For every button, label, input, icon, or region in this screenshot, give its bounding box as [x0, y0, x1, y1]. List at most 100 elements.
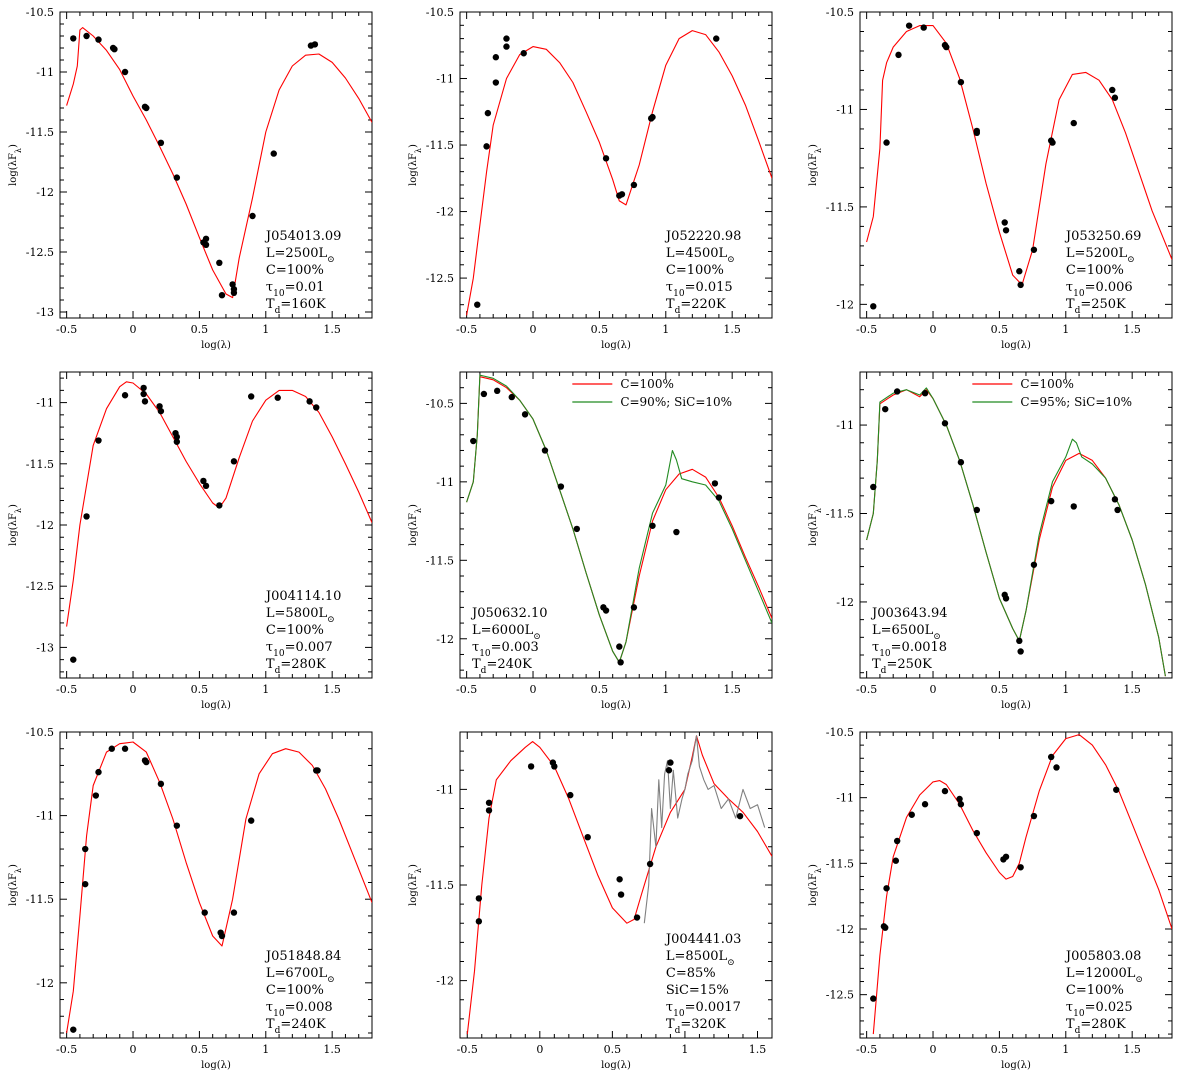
photometry-point — [202, 482, 210, 490]
photometry-point — [1002, 595, 1010, 602]
photometry-point — [201, 909, 208, 916]
photometry-point — [617, 659, 624, 666]
photometry-point — [646, 860, 654, 868]
legend: C=100% C=95%; SiC=10% — [972, 377, 1132, 409]
photometry-point — [95, 36, 102, 43]
photometry-point — [1002, 227, 1010, 234]
x-tick-label: -0.5 — [56, 683, 77, 696]
photometry-point — [492, 79, 500, 86]
plot-area — [466, 30, 772, 316]
model-parameter: L=12000L⊙ — [1066, 966, 1143, 985]
model-parameter: τ10=0.006 — [1066, 280, 1133, 299]
x-axis-label: log(λ) — [1001, 700, 1031, 711]
x-tick-label: 0.5 — [191, 323, 209, 336]
y-axis-label: log(λFλ) — [408, 144, 423, 186]
photometry-point — [870, 483, 877, 491]
x-tick-label: 0.5 — [591, 683, 609, 696]
x-tick-label: 0.5 — [191, 1043, 209, 1056]
x-axis-label: log(λ) — [1001, 1060, 1031, 1071]
x-tick-label: -0.5 — [56, 1043, 77, 1056]
sed-panel-6: -0.5 0 0.5 1 1.5 -12 -11.5 -11 log(λ) log(λFλ) C=1… — [808, 371, 1173, 711]
photometry-point — [230, 289, 238, 296]
model-parameter: Td=250K — [1066, 297, 1126, 316]
y-tick-label: -11.5 — [426, 139, 454, 152]
x-axis-label: log(λ) — [601, 340, 631, 351]
x-tick-label: 1.5 — [323, 1043, 341, 1056]
x-tick-label: 1 — [662, 683, 669, 696]
x-axis-label: log(λ) — [1001, 340, 1031, 351]
plot-frame — [859, 731, 1173, 1039]
y-tick-label: -13 — [36, 641, 54, 654]
photometry-point — [893, 388, 901, 395]
photometry-point — [1070, 503, 1077, 510]
photometry-point — [736, 812, 744, 820]
sed-panel-3: -0.5 0 0.5 1 1.5 -12 -11.5 -11 -10.5 log(λ) log(λF… — [808, 6, 1173, 351]
photometry-point — [618, 191, 626, 198]
legend-label: C=100% — [620, 377, 674, 391]
photometry-point — [584, 833, 591, 841]
source-id: J050632.10 — [470, 606, 548, 621]
photometry-point — [157, 407, 165, 415]
photometry-point — [715, 494, 723, 501]
y-tick-label: -10.5 — [826, 726, 854, 739]
model-sed-line — [66, 27, 372, 299]
y-tick-label: -13 — [36, 306, 54, 319]
plot-frame — [59, 11, 373, 319]
y-tick-label: -11 — [836, 792, 854, 805]
model-parameter: C=100% — [266, 623, 324, 638]
photometry-point — [1030, 561, 1038, 568]
plot-area — [870, 734, 1172, 1035]
photometry-point — [711, 480, 719, 487]
photometry-point — [1047, 497, 1055, 505]
photometry-point — [95, 437, 102, 444]
photometry-point — [249, 212, 256, 220]
photometry-point — [602, 607, 610, 614]
y-tick-label: -11 — [436, 476, 454, 489]
photometry-point — [157, 139, 165, 146]
x-tick-label: 0 — [930, 683, 937, 696]
x-tick-label: -0.5 — [456, 323, 477, 336]
y-tick-label: -10.5 — [426, 397, 454, 410]
x-tick-label: 0.5 — [191, 683, 209, 696]
model-parameter: τ10=0.01 — [266, 280, 325, 299]
photometry-point — [551, 763, 558, 770]
x-tick-label: 1.5 — [1123, 683, 1141, 696]
photometry-point — [921, 801, 929, 808]
source-id: J054013.09 — [264, 229, 342, 244]
model-sed-line — [866, 387, 1166, 677]
sed-panel-2: -0.5 0 0.5 1 1.5 -12.5 -12 -11.5 -11 -10.5 log(λ) l… — [408, 6, 773, 351]
photometry-point — [649, 522, 656, 529]
model-parameter: τ10=0.025 — [1066, 1000, 1133, 1019]
plot-frame — [59, 371, 373, 679]
photometry-point — [70, 656, 77, 663]
sed-panel-1: -0.5 0 0.5 1 1.5 -13 -12.5 -12 -11.5 -11 -10.5 log(… — [8, 6, 373, 351]
photometry-point — [882, 405, 889, 413]
photometry-point — [1113, 786, 1120, 793]
y-axis-label: log(λFλ) — [8, 144, 23, 186]
source-id: J004114.10 — [264, 589, 342, 604]
model-parameter: C=100% — [666, 263, 724, 278]
photometry-point — [270, 150, 277, 157]
photometry-point — [908, 811, 915, 818]
sed-panel-9: -0.5 0 0.5 1 1.5 -12.5 -12 -11.5 -11 -10.5 log(λ) l… — [808, 726, 1173, 1071]
y-tick-label: -12.5 — [426, 272, 454, 285]
x-tick-label: 1.5 — [723, 683, 741, 696]
model-parameter: L=5800L⊙ — [266, 606, 335, 625]
photometry-point — [475, 895, 483, 902]
model-sed-line — [466, 30, 772, 316]
y-tick-label: -11 — [436, 783, 454, 796]
y-tick-label: -11.5 — [826, 201, 854, 214]
y-tick-label: -11.5 — [26, 458, 54, 471]
model-sed-line — [643, 735, 766, 924]
plot-area — [66, 381, 372, 663]
model-parameter: τ10=0.007 — [266, 640, 333, 659]
model-sed-line — [872, 734, 1172, 1035]
y-tick-label: -11.5 — [26, 126, 54, 139]
photometry-point — [229, 281, 236, 288]
photometry-point — [1030, 246, 1038, 253]
photometry-point — [617, 891, 625, 898]
